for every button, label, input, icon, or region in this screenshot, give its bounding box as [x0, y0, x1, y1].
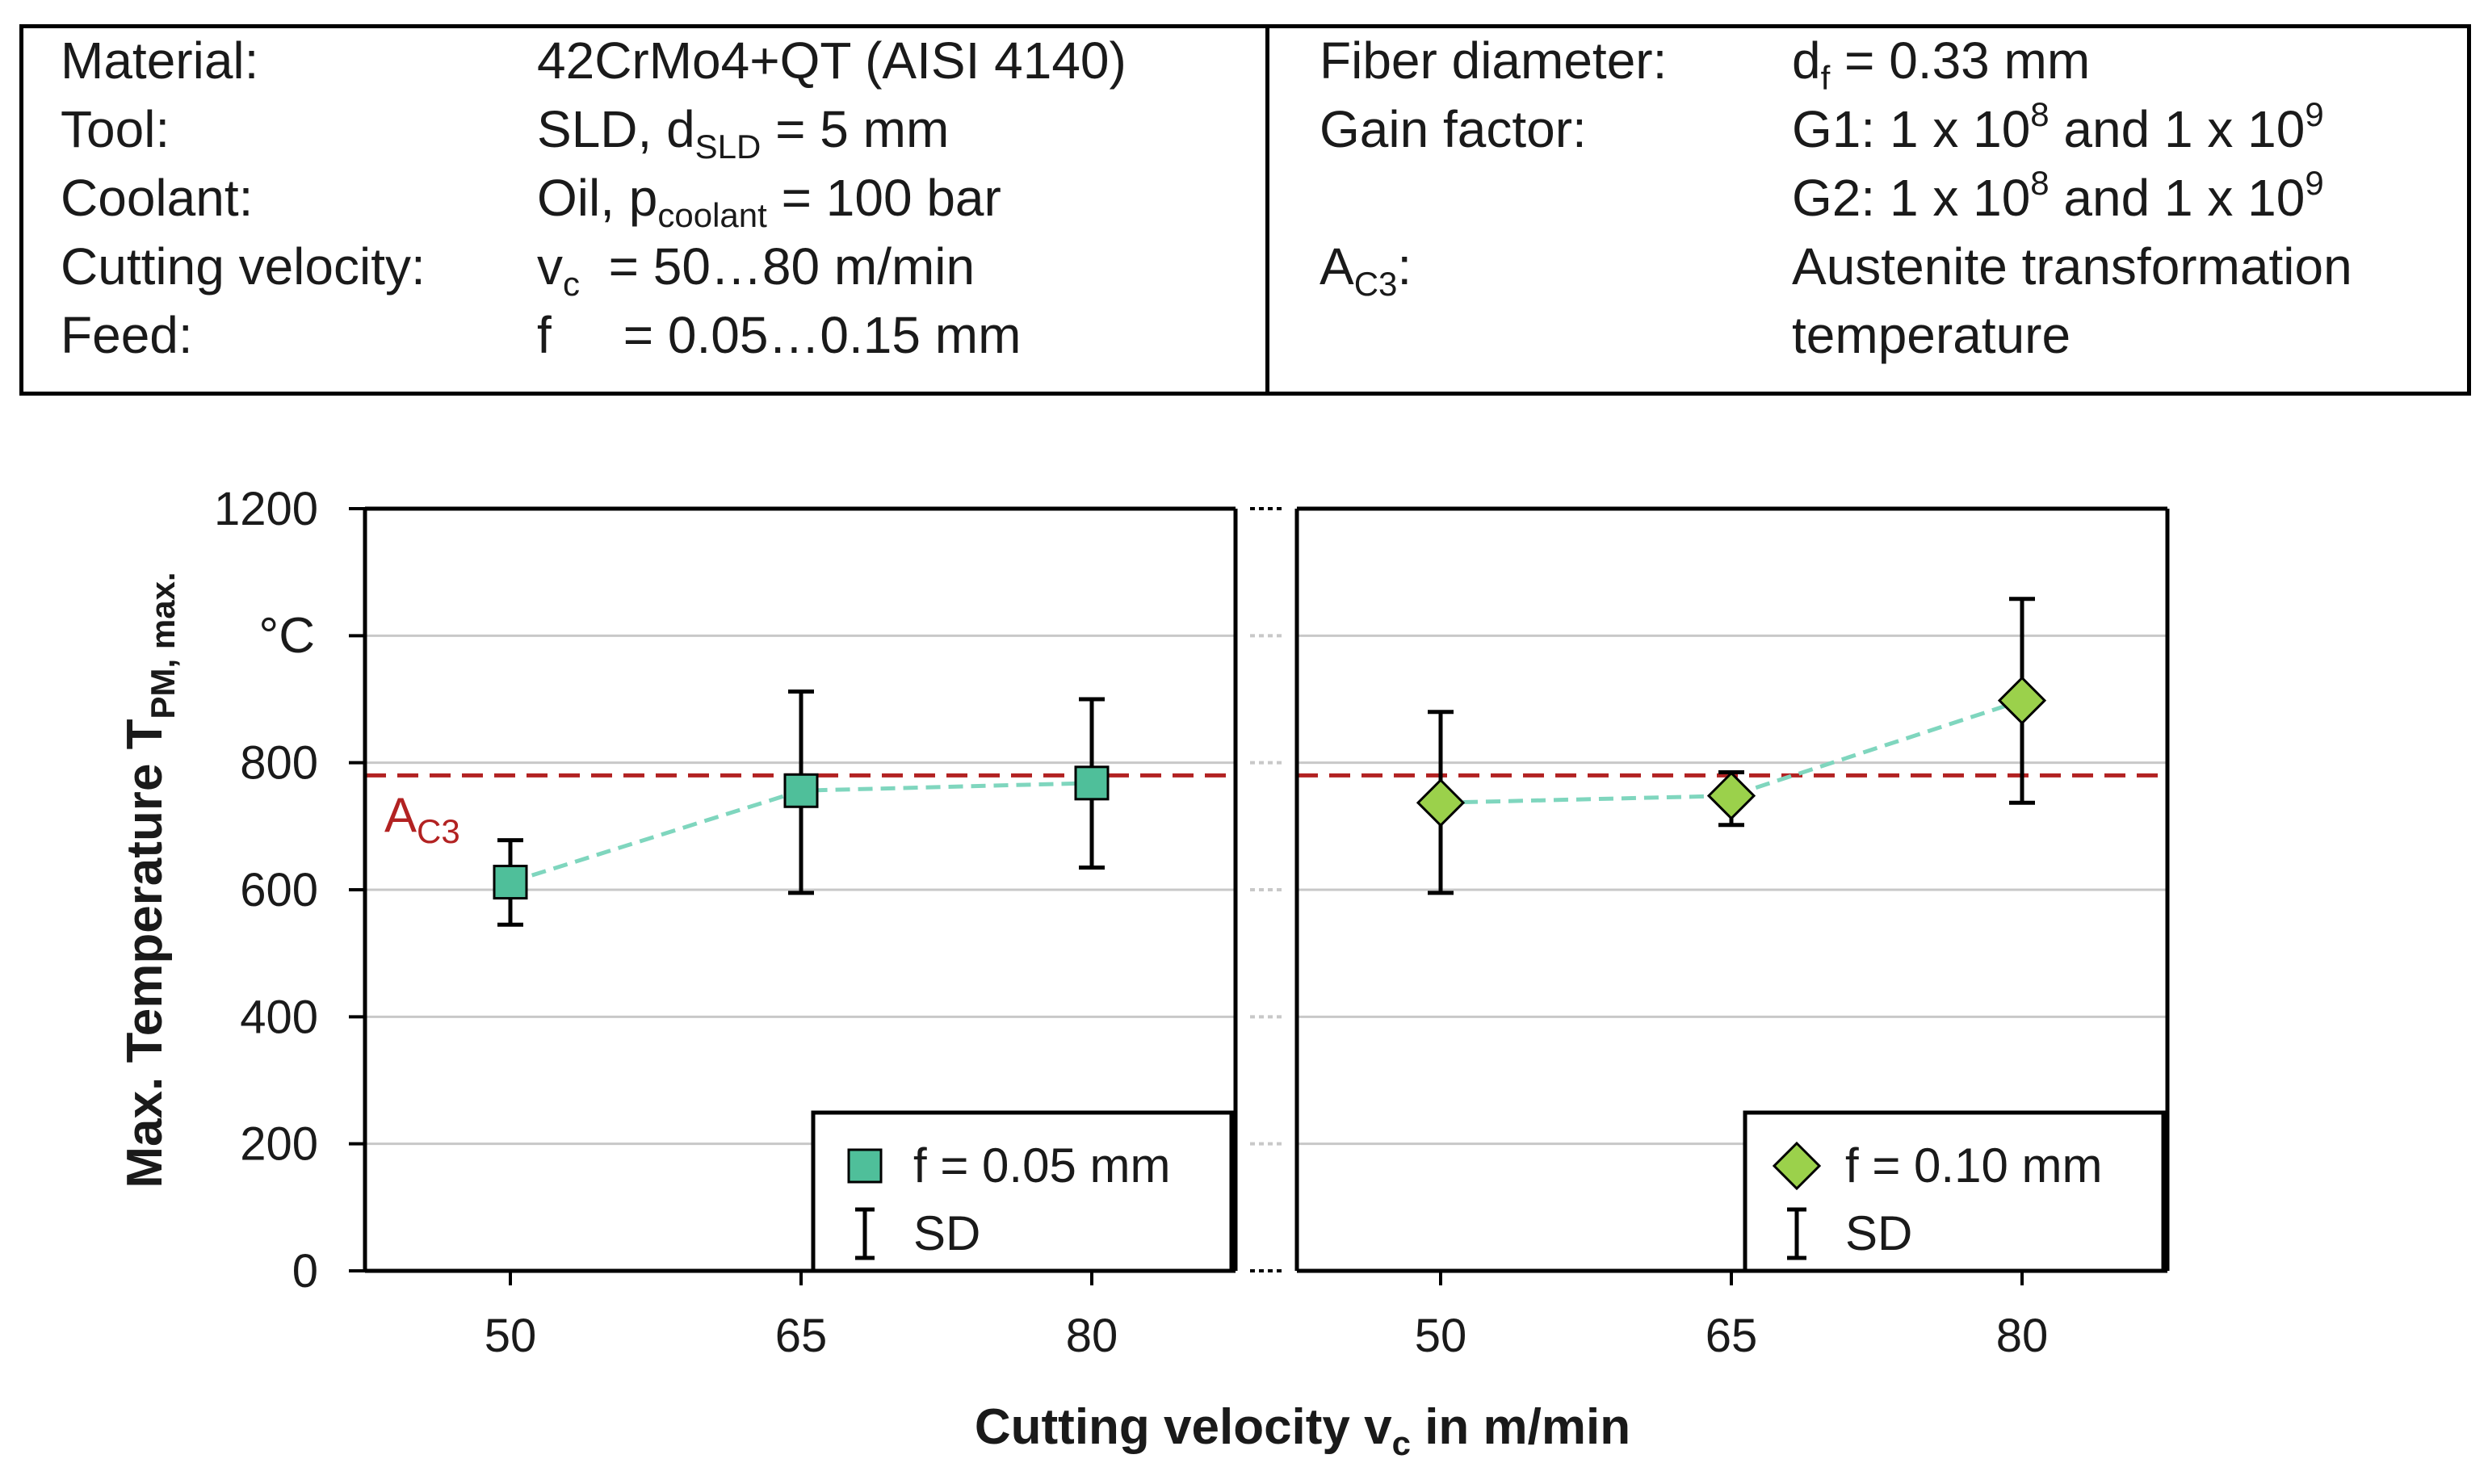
legend-sd-label: SD	[1845, 1206, 1912, 1260]
y-axis-unit: °C	[258, 608, 315, 664]
x-axis-title: Cutting velocity vc in m/min	[975, 1399, 1630, 1462]
material-label: Material:	[61, 31, 259, 90]
ac3-description-line1: Austenite transformation	[1792, 237, 2352, 296]
fiber-diameter-label: Fiber diameter:	[1320, 31, 1668, 90]
y-axis-title: Max. Temperature TPM, max.	[117, 572, 182, 1188]
legends: f = 0.05 mm SD f = 0.10 mm SD	[811, 1110, 2166, 1273]
feed-label: Feed:	[61, 306, 193, 364]
legend-box	[811, 1110, 1234, 1273]
data-series	[493, 597, 2047, 927]
feed-value: f = 0.05…0.15 mm	[537, 306, 1022, 364]
legend-series-label: f = 0.05 mm	[913, 1138, 1170, 1193]
data-point-square	[1074, 765, 1110, 801]
gain-factor-g1: G1: 1 x 108 and 1 x 109	[1792, 95, 2324, 159]
y-tick-label: 200	[240, 1118, 318, 1171]
data-point-square	[783, 773, 819, 808]
x-tick-label: 65	[1706, 1310, 1758, 1362]
x-tick-label: 50	[1415, 1310, 1467, 1362]
data-point-diamond	[1706, 771, 1756, 820]
gridlines	[365, 634, 2167, 1146]
legend-sd-label: SD	[913, 1206, 980, 1260]
fiber-diameter-value: df = 0.33 mm	[1792, 31, 2091, 97]
y-tick-label: 1200	[214, 483, 318, 535]
ac3-description-line2: temperature	[1792, 306, 2071, 364]
y-tick-label: 400	[240, 991, 318, 1043]
cutting-velocity-label: Cutting velocity:	[61, 237, 426, 296]
legend-marker-square	[847, 1148, 883, 1184]
legend-marker-diamond	[1772, 1141, 1822, 1191]
y-tick-label: 0	[292, 1245, 318, 1297]
y-tick-label: 600	[240, 864, 318, 916]
data-point-diamond	[1997, 676, 2047, 725]
parameter-box-divider	[1265, 28, 1269, 392]
x-tick-label: 80	[1996, 1310, 2049, 1362]
tool-label: Tool:	[61, 100, 170, 158]
series-trend-line	[1440, 698, 2023, 805]
cutting-velocity-value: vc = 50…80 m/min	[537, 237, 975, 303]
coolant-value: Oil, pcoolant = 100 bar	[537, 169, 1001, 234]
tool-value: SLD, dSLD = 5 mm	[537, 100, 950, 166]
ac3-label: AC3:	[1320, 237, 1412, 303]
ac3-reference-label: AC3	[384, 788, 460, 850]
y-tick-label: 800	[240, 737, 318, 790]
material-value: 42CrMo4+QT (AISI 4140)	[537, 31, 1127, 90]
x-tick-label: 65	[775, 1310, 828, 1362]
coolant-label: Coolant:	[61, 169, 254, 227]
gain-factor-g2: G2: 1 x 108 and 1 x 109	[1792, 164, 2324, 228]
legend-box	[1743, 1110, 2166, 1273]
legend-series-label: f = 0.10 mm	[1845, 1138, 2102, 1193]
data-point-diamond	[1416, 778, 1466, 828]
gain-factor-label: Gain factor:	[1320, 100, 1587, 158]
data-point-square	[493, 865, 528, 900]
x-tick-label: 80	[1066, 1310, 1118, 1362]
parameter-box: Material: 42CrMo4+QT (AISI 4140) Tool: S…	[19, 24, 2471, 396]
x-tick-label: 50	[485, 1310, 537, 1362]
axis-break-dots	[1250, 507, 1282, 1272]
